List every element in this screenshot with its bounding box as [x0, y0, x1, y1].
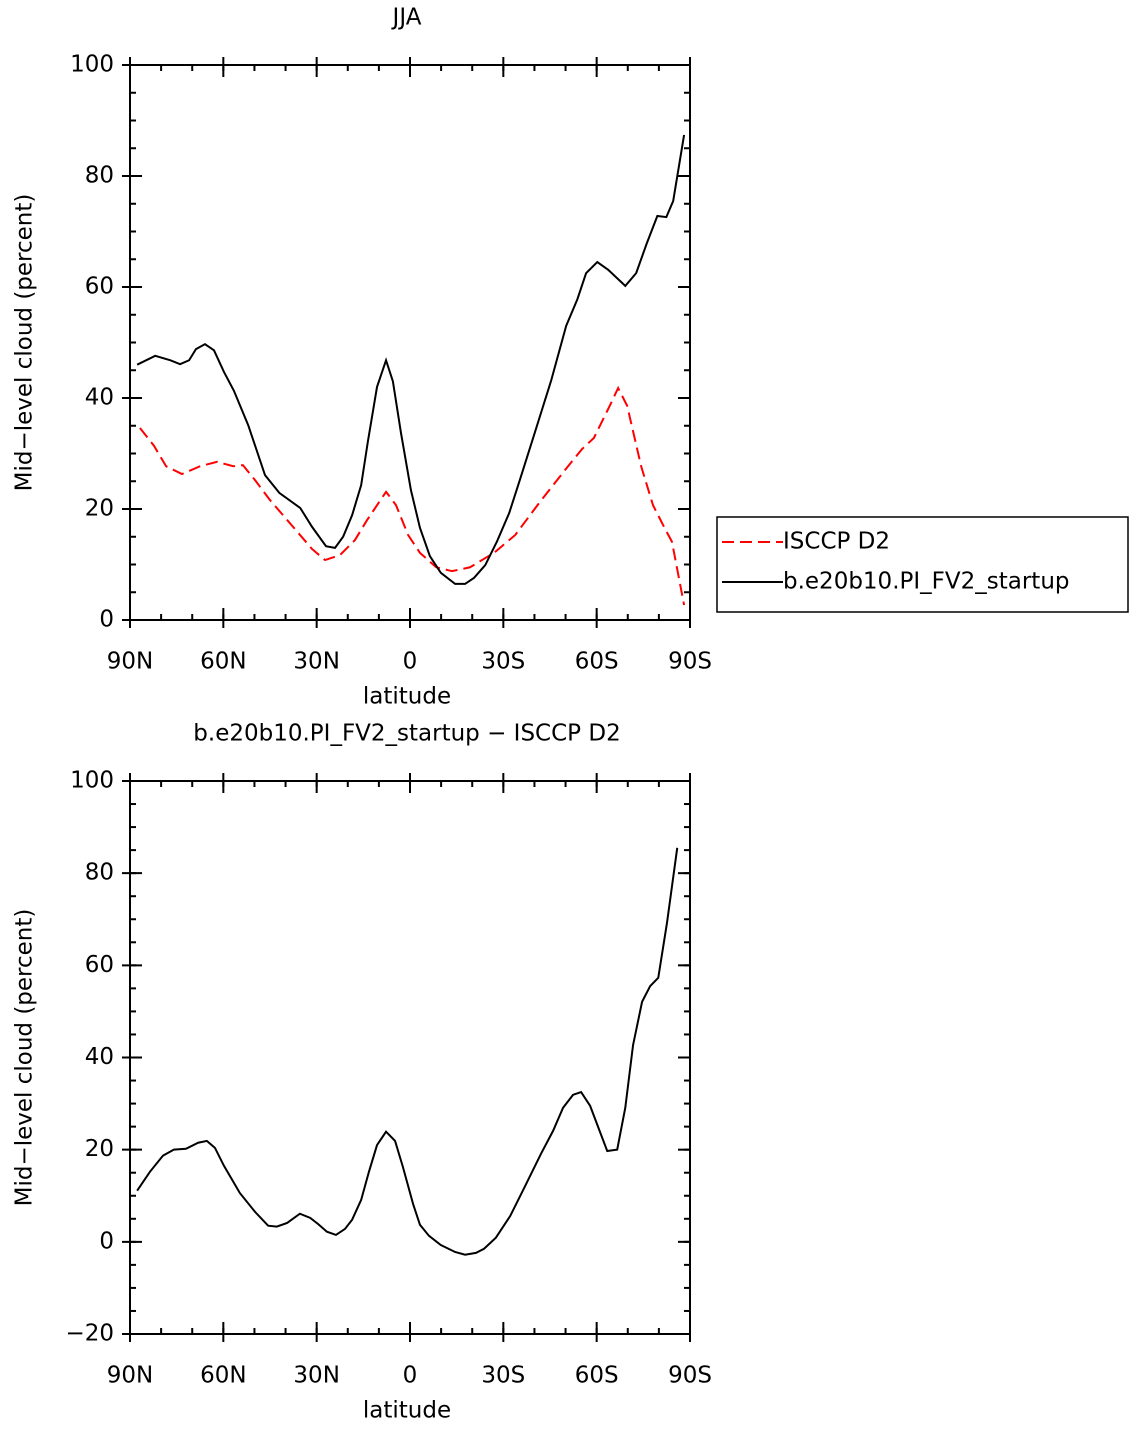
x-tick-label: 0 [403, 649, 418, 675]
data-line [136, 847, 679, 1256]
x-tick-label: 90N [107, 649, 153, 675]
legend-label: b.e20b10.PI_FV2_startup [783, 569, 1070, 595]
data-line [136, 134, 686, 585]
x-tick-label: 30N [293, 649, 339, 675]
x-tick-label: 0 [403, 1363, 418, 1389]
chart-title: b.e20b10.PI_FV2_startup − ISCCP D2 [193, 721, 620, 747]
x-tick-label: 90S [668, 1363, 712, 1389]
y-tick-label: 100 [70, 768, 114, 794]
chart-title: JJA [391, 5, 422, 31]
data-line [139, 385, 686, 606]
x-axis-label: latitude [363, 684, 451, 710]
plot-frame [129, 64, 691, 621]
legend-box [716, 516, 1129, 613]
y-tick-label: 0 [99, 607, 114, 633]
y-tick-label: 40 [85, 385, 114, 411]
y-axis-label: Mid−level cloud (percent) [12, 194, 38, 492]
x-tick-label: 30S [481, 1363, 525, 1389]
y-tick-label: 100 [70, 52, 114, 78]
legend-label: ISCCP D2 [783, 529, 890, 555]
y-tick-label: 80 [85, 860, 114, 886]
y-axis-label: Mid−level cloud (percent) [12, 909, 38, 1207]
x-tick-label: 60S [575, 1363, 619, 1389]
y-tick-label: 60 [85, 274, 114, 300]
y-tick-label: 20 [85, 1136, 114, 1162]
x-tick-label: 90N [107, 1363, 153, 1389]
y-tick-label: 80 [85, 163, 114, 189]
x-axis-label: latitude [363, 1398, 451, 1424]
y-tick-label: 20 [85, 496, 114, 522]
x-tick-label: 60N [200, 1363, 246, 1389]
y-tick-label: 0 [99, 1228, 114, 1254]
y-tick-label: −20 [65, 1321, 114, 1347]
x-tick-label: 60S [575, 649, 619, 675]
plot-frame [129, 780, 691, 1335]
y-tick-label: 60 [85, 952, 114, 978]
x-tick-label: 30S [481, 649, 525, 675]
x-tick-label: 90S [668, 649, 712, 675]
y-tick-label: 40 [85, 1044, 114, 1070]
x-tick-label: 60N [200, 649, 246, 675]
x-tick-label: 30N [293, 1363, 339, 1389]
